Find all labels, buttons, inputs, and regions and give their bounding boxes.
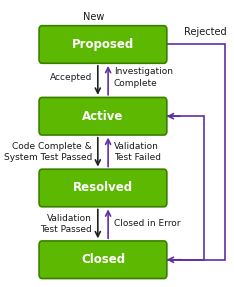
Text: Proposed: Proposed — [72, 38, 134, 51]
Text: Closed in Error: Closed in Error — [114, 219, 180, 228]
Text: Active: Active — [82, 110, 124, 123]
Text: Resolved: Resolved — [73, 181, 133, 195]
Text: Code Complete &
System Test Passed: Code Complete & System Test Passed — [4, 142, 92, 162]
Text: Closed: Closed — [81, 253, 125, 266]
FancyBboxPatch shape — [39, 98, 167, 135]
FancyBboxPatch shape — [39, 241, 167, 278]
Text: Validation
Test Failed: Validation Test Failed — [114, 142, 161, 162]
Text: Validation
Test Passed: Validation Test Passed — [40, 214, 92, 234]
Text: New: New — [83, 12, 104, 22]
Text: Investigation
Complete: Investigation Complete — [114, 67, 173, 88]
FancyBboxPatch shape — [39, 169, 167, 207]
Text: Accepted: Accepted — [50, 73, 92, 82]
Text: Rejected: Rejected — [184, 27, 227, 37]
FancyBboxPatch shape — [39, 26, 167, 63]
